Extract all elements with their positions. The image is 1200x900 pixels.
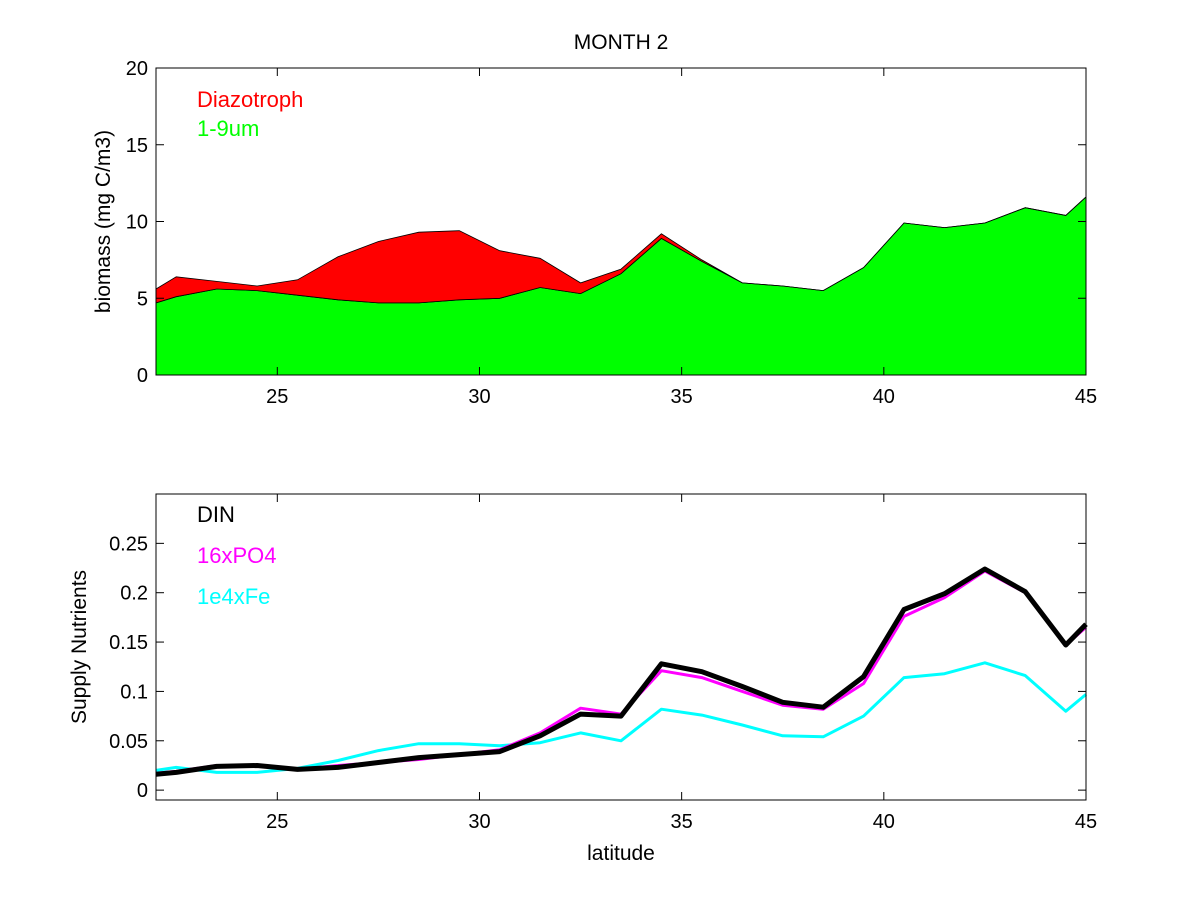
x-tick-label: 25 [266, 386, 288, 408]
line-series-din [155, 566, 1088, 777]
x-tick-label: 30 [468, 386, 490, 408]
x-tick-label: 45 [1075, 811, 1097, 833]
legend-entry: 1e4xFe [197, 584, 270, 609]
chart-title: MONTH 2 [574, 31, 669, 54]
x-tick-label: 40 [873, 811, 895, 833]
legend-entry: 1-9um [197, 116, 259, 141]
y-tick-label: 15 [126, 135, 148, 157]
area-series-diazotroph [155, 196, 1087, 304]
x-tick-label: 30 [468, 811, 490, 833]
y-axis-label: biomass (mg C/m3) [92, 130, 115, 313]
x-tick-label: 45 [1075, 386, 1097, 408]
y-axis-label: Supply Nutrients [68, 570, 91, 724]
x-tick-label: 35 [671, 811, 693, 833]
y-tick-label: 0 [137, 780, 148, 802]
legend-entry: Diazotroph [197, 87, 303, 112]
y-tick-label: 10 [126, 212, 148, 234]
axes-box [155, 493, 1087, 801]
y-tick-label: 0.05 [109, 731, 148, 753]
y-tick-label: 0 [137, 365, 148, 387]
y-tick-label: 0.25 [109, 533, 148, 555]
chart-panel-1: 25 30 35 40 45 0 5 10 15 20 MONTH 2 biomass (mg C/m… [92, 31, 1097, 408]
y-tick-label: 0.2 [120, 583, 148, 605]
y-tick-label: 20 [126, 58, 148, 80]
x-tick-label: 25 [266, 811, 288, 833]
y-tick-label: 5 [137, 288, 148, 310]
x-tick-label: 35 [671, 386, 693, 408]
legend-entry: 16xPO4 [197, 543, 277, 568]
legend-entry: DIN [197, 502, 235, 527]
y-tick-label: 0.1 [120, 681, 148, 703]
chart-panel-2: 25 30 35 40 45 0 0.05 0.1 0.15 0.2 0.25 latitude Sup… [68, 493, 1097, 865]
x-tick-label: 40 [873, 386, 895, 408]
x-axis-label: latitude [587, 842, 655, 865]
y-tick-label: 0.15 [109, 632, 148, 654]
